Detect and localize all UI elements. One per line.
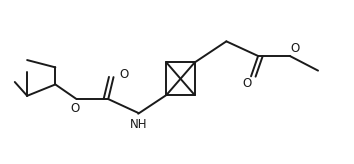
Text: O: O [70, 102, 79, 114]
Text: NH: NH [130, 118, 147, 131]
Text: O: O [291, 42, 300, 55]
Text: O: O [242, 77, 251, 90]
Text: O: O [120, 68, 129, 81]
